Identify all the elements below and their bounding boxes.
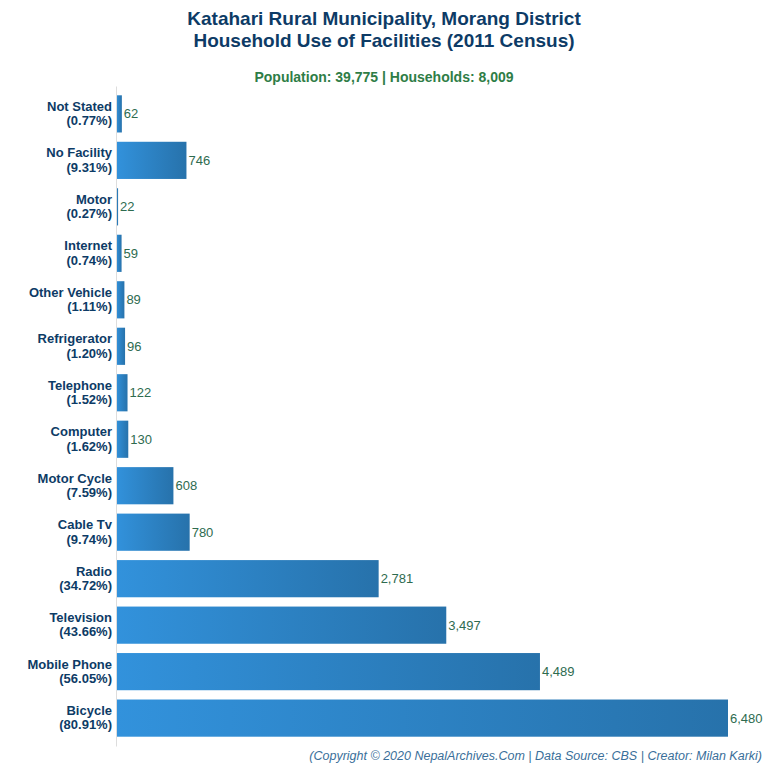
data-label: 130 — [130, 432, 152, 447]
data-label: 608 — [175, 478, 197, 493]
category-label: Motor Cycle(7.59%) — [38, 471, 112, 500]
title: Katahari Rural Municipality, Morang Dist… — [187, 8, 581, 51]
category-label: Other Vehicle(1.11%) — [29, 285, 112, 314]
bar — [116, 653, 540, 690]
bar — [116, 607, 446, 644]
tick: Internet(0.74%) — [64, 238, 116, 267]
data-label: 122 — [130, 385, 152, 400]
category-label: Refrigerator(1.20%) — [38, 331, 112, 360]
bar — [116, 514, 190, 551]
data-label: 4,489 — [542, 664, 575, 679]
data-label: 3,497 — [448, 618, 481, 633]
category-label: No Facility(9.31%) — [46, 145, 113, 174]
bars — [116, 95, 728, 736]
data-label: 62 — [124, 106, 138, 121]
data-label: 6,480 — [730, 711, 763, 726]
data-label: 22 — [120, 199, 134, 214]
subtitle: Population: 39,775 | Households: 8,009 — [254, 69, 513, 85]
tick: Other Vehicle(1.11%) — [29, 285, 116, 314]
bar — [116, 700, 728, 737]
data-label: 780 — [192, 525, 214, 540]
category-label: Radio(34.72%) — [59, 564, 112, 593]
bar — [116, 328, 125, 365]
category-label: Internet(0.74%) — [64, 238, 112, 267]
tick: Computer(1.62%) — [51, 424, 116, 453]
y-axis: Not Stated(0.77%) No Facility(9.31%) Motor… — [28, 87, 117, 747]
axis-line — [116, 87, 117, 747]
data-label: 59 — [124, 246, 138, 261]
tick: Telephone(1.52%) — [48, 378, 116, 407]
annotation: (Copyright © 2020 NepalArchives.Com | Da… — [309, 749, 762, 763]
data-label: 89 — [126, 292, 140, 307]
tick: Mobile Phone(56.05%) — [28, 657, 117, 686]
category-label: Cable Tv(9.74%) — [58, 517, 113, 546]
bar — [116, 281, 124, 318]
category-label: Not Stated(0.77%) — [47, 99, 112, 128]
tick: Refrigerator(1.20%) — [38, 331, 116, 360]
tick: No Facility(9.31%) — [46, 145, 116, 174]
bar — [116, 421, 128, 458]
bar — [116, 142, 186, 179]
category-label: Computer(1.62%) — [51, 424, 112, 453]
category-label: Bicycle(80.91%) — [59, 703, 112, 732]
bar — [116, 560, 379, 597]
tick: Television(43.66%) — [49, 610, 116, 639]
bar — [116, 374, 128, 411]
data-label: 2,781 — [381, 571, 414, 586]
data-label: 96 — [127, 339, 141, 354]
tick: Motor(0.27%) — [66, 192, 116, 221]
data-label: 746 — [188, 153, 210, 168]
data-labels: 62 746 22 59 89 96 122 130 608 780 2,781 3,497 4,489… — [120, 106, 762, 725]
category-label: Television(43.66%) — [49, 610, 112, 639]
plot: Not Stated(0.77%) No Facility(9.31%) Motor… — [28, 87, 763, 747]
tick: Bicycle(80.91%) — [59, 703, 116, 732]
tick: Radio(34.72%) — [59, 564, 116, 593]
tick: Cable Tv(9.74%) — [58, 517, 116, 546]
category-label: Motor(0.27%) — [66, 192, 112, 221]
category-label: Telephone(1.52%) — [48, 378, 112, 407]
tick: Motor Cycle(7.59%) — [38, 471, 116, 500]
bar — [116, 467, 173, 504]
category-label: Mobile Phone(56.05%) — [28, 657, 113, 686]
chart: Katahari Rural Municipality, Morang Dist… — [0, 0, 768, 768]
tick: Not Stated(0.77%) — [47, 99, 116, 128]
